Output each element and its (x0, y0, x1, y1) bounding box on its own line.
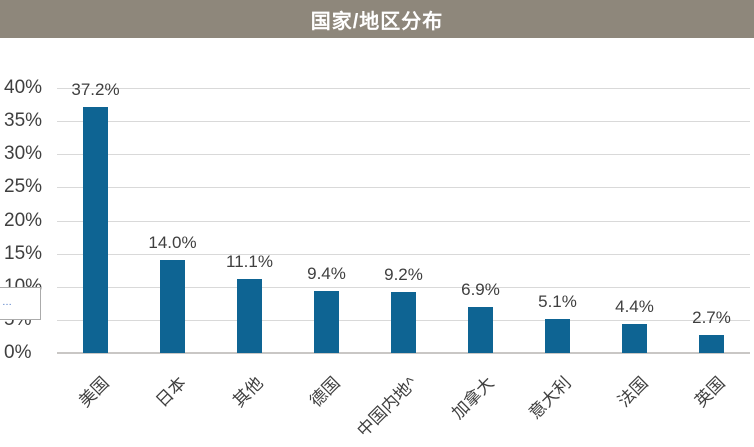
gridline (57, 154, 750, 156)
bar-value-label: 11.1% (226, 252, 273, 272)
x-axis-label: 其他 (228, 373, 267, 411)
bar-value-label: 9.4% (307, 263, 346, 283)
x-axis-line (57, 352, 750, 354)
x-axis-label: 法国 (613, 373, 652, 411)
y-tick-label: 15% (4, 242, 43, 264)
chart-bar (314, 290, 339, 353)
gridline (57, 121, 750, 123)
gridline (57, 187, 750, 189)
y-tick-label: 0% (4, 342, 32, 363)
chart-bar (622, 323, 647, 353)
bar-value-label: 14.0% (148, 233, 197, 253)
y-tick-label: 25% (4, 176, 43, 198)
chart-title-bar: 国家/地区分布 (0, 0, 754, 38)
bar-value-label: 9.2% (384, 265, 423, 285)
gridline (57, 220, 750, 222)
chart-bar (391, 292, 416, 353)
bar-value-label: 6.9% (461, 280, 500, 300)
bar-value-label: 4.4% (615, 296, 654, 316)
x-axis-label: 德国 (305, 373, 344, 411)
clipped-tooltip: … (0, 287, 41, 320)
chart-bar (160, 260, 185, 353)
x-axis-label: 美国 (74, 373, 113, 411)
y-tick-label: 40% (4, 77, 43, 98)
chart-title: 国家/地区分布 (310, 10, 444, 33)
chart-bar (545, 319, 570, 353)
gridline (57, 253, 750, 255)
x-axis-label: 加拿大 (447, 373, 498, 423)
chart-bar (83, 106, 108, 353)
y-tick-label: 30% (4, 143, 43, 165)
y-tick-label: 20% (4, 209, 43, 231)
x-axis-label: 中国内地^ (353, 373, 421, 441)
bar-value-label: 5.1% (538, 292, 577, 312)
bar-value-label: 37.2% (71, 79, 120, 99)
chart-bar (237, 279, 262, 353)
clipped-tooltip-link[interactable]: … (2, 297, 12, 308)
x-axis-label: 英国 (690, 373, 729, 411)
chart-bar (699, 335, 724, 353)
chart-bar (468, 307, 493, 353)
y-tick-label: 35% (4, 110, 43, 132)
bar-value-label: 2.7% (692, 308, 731, 328)
gridline (57, 88, 750, 89)
x-axis-label: 日本 (151, 373, 190, 411)
gridline (57, 286, 750, 288)
x-axis-label: 意大利 (524, 373, 575, 423)
